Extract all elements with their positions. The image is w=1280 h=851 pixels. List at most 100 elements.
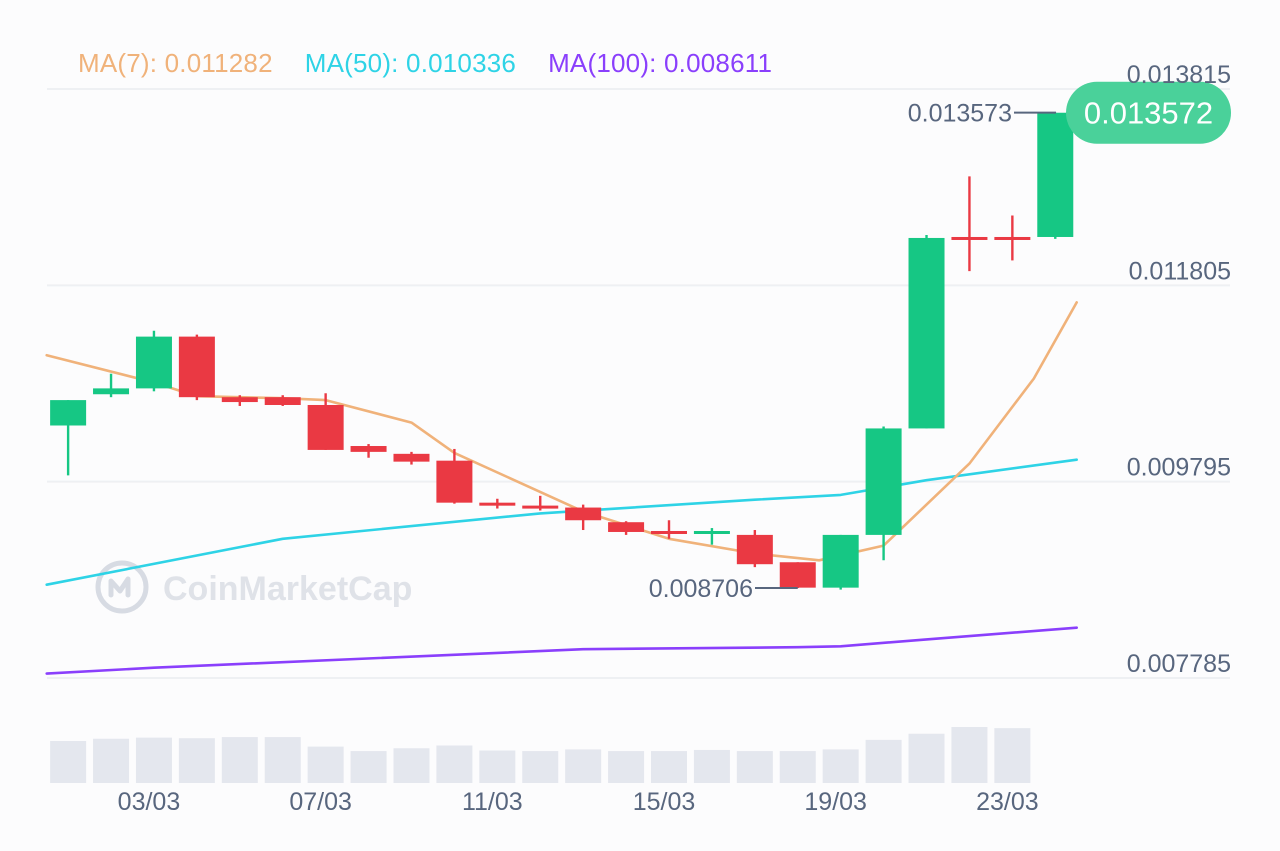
volume-bar [221,737,258,783]
candle-body [822,534,859,588]
volume-bar [479,750,516,783]
legend-ma100: MA(100): 0.008611 [548,47,773,78]
volume-bar [736,751,773,783]
volume-bar [779,751,816,783]
candle-body [436,460,473,503]
volume-bar [693,749,730,783]
watermark: CoinMarketCap [95,560,412,614]
x-tick-label: 03/03 [118,788,181,816]
volume-bar [264,737,301,783]
watermark-text: CoinMarketCap [163,570,412,608]
volume-bar [393,748,430,783]
volume-bar [565,749,602,783]
volume-bar [908,733,945,783]
candle-up[interactable] [135,330,172,392]
y-axis: 0.013815 0.011805 0.009795 0.007785 [1127,61,1231,678]
volume-bar [608,751,645,783]
x-axis: 03/03 07/03 11/03 15/03 19/03 23/03 [118,788,1039,816]
candle-body [479,502,516,506]
volume-bar [822,749,859,783]
volume-bar [178,738,215,783]
current-price-text: 0.013572 [1084,96,1213,131]
candle-body [736,534,773,565]
candle-body [1037,112,1074,237]
candle-down[interactable] [178,334,215,401]
candle-body [693,530,730,534]
ma50-line [45,458,1078,586]
candle-up[interactable] [50,400,87,476]
x-tick-label: 19/03 [804,788,867,816]
volume-bar [994,728,1031,783]
x-tick-label: 11/03 [462,788,523,816]
candle-body [651,530,687,534]
candle-body [264,397,301,405]
volume-bar [865,739,902,783]
annotations: 0.013573 0.008706 0.013572 [649,81,1231,603]
candle-body [135,336,172,389]
candle-body [178,336,215,398]
price-badge-bg [1066,81,1231,144]
ma100-line [45,626,1078,675]
candle-down[interactable] [951,176,988,272]
volume-bar [135,737,172,783]
candle-body [951,236,988,240]
y-tick-label: 0.013815 [1127,61,1231,89]
candle-down[interactable] [393,451,430,465]
legend-ma50: MA(50): 0.010336 [304,47,517,78]
current-price-badge: 0.013572 [1066,81,1231,144]
volume-bar [951,727,988,783]
y-tick-label: 0.007785 [1127,650,1231,678]
volume-bars [50,727,1031,783]
volume-bar [50,741,87,783]
candle-body [221,397,258,403]
candle-up[interactable] [93,373,130,398]
candle-down[interactable] [436,448,473,504]
candle-body [565,507,602,521]
candle-body [908,237,945,429]
candle-down[interactable] [307,393,344,450]
candle-body [350,446,387,452]
candle-body [393,453,430,462]
ma-legend: MA(7): 0.011282 MA(50): 0.010336 MA(100)… [78,46,772,80]
y-tick-label: 0.011805 [1129,257,1231,285]
candle-body [994,236,1031,240]
candle-down[interactable] [736,530,773,568]
candlesticks [50,112,1074,590]
candle-down[interactable] [994,215,1031,261]
candle-up[interactable] [908,235,945,429]
candle-up[interactable] [1037,112,1074,239]
candle-body [307,404,344,450]
x-tick-label: 23/03 [976,788,1039,816]
x-tick-label: 15/03 [633,788,696,816]
candle-body [608,522,645,532]
candle-body [522,505,559,509]
candle-body [865,428,902,535]
candle-down[interactable] [779,562,816,589]
candle-down[interactable] [264,395,301,406]
volume-bar [522,751,559,783]
candle-up[interactable] [865,426,902,561]
candle-down[interactable] [479,498,516,509]
volume-bar [436,745,473,783]
legend-ma7: MA(7): 0.011282 [78,47,273,78]
high-price-label: 0.013573 [908,100,1012,128]
candle-down[interactable] [221,395,258,406]
coinmarketcap-logo-icon [95,560,149,614]
grid-layer [47,88,1230,679]
candle-down[interactable] [350,444,387,458]
candle-down[interactable] [608,521,645,535]
volume-bar [307,746,344,783]
volume-bar [93,738,130,783]
x-tick-label: 07/03 [289,788,352,816]
candle-down[interactable] [565,504,602,531]
candle-down[interactable] [522,495,559,511]
candle-up[interactable] [822,534,859,590]
y-tick-label: 0.009795 [1127,454,1231,482]
candle-down[interactable] [651,520,687,539]
volume-bar [350,751,387,783]
candle-body [50,400,87,426]
candle-up[interactable] [693,528,730,545]
low-price-label: 0.008706 [649,575,753,603]
